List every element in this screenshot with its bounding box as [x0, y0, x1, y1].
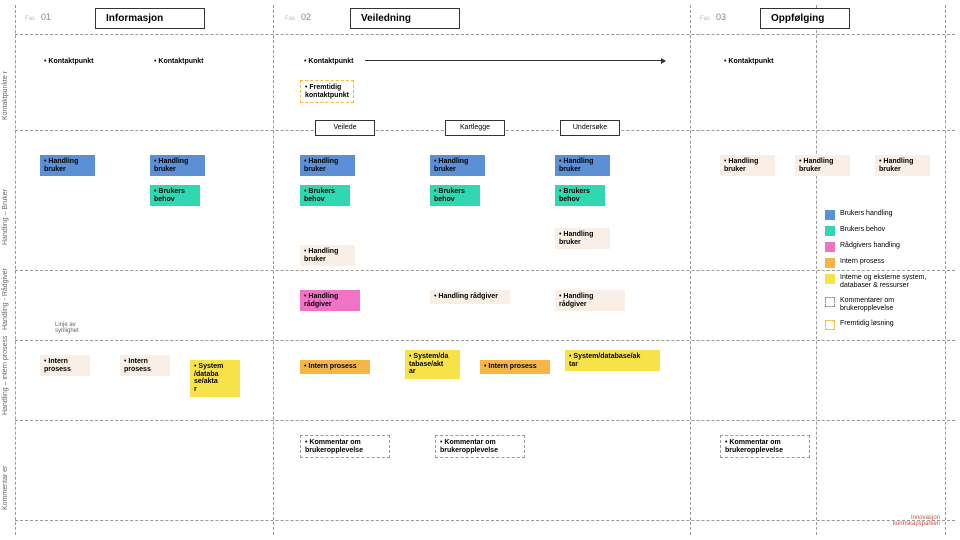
- vline-4: [816, 5, 817, 535]
- legend-txt-4: Intern prosess: [840, 258, 945, 266]
- phase-title-1: Informasjon: [95, 8, 205, 29]
- hline-3: [15, 270, 955, 271]
- sub-kartlegge: Kartlegge: [445, 120, 505, 136]
- hline-bottom: [15, 520, 955, 521]
- hb-2: Handling bruker: [150, 155, 205, 176]
- legend: Brukers handling Brukers behov Rådgivers…: [825, 210, 945, 336]
- ip-sys1: System /databa se/akta r: [190, 360, 240, 397]
- ip-1: Intern prosess: [40, 355, 90, 376]
- row-label-radgiver: Handling - Rådgiver: [2, 318, 9, 330]
- phase-fas-3: Fas03: [700, 12, 726, 22]
- bb-3: Brukers behov: [430, 185, 480, 206]
- kp-4: Kontaktpunkt: [720, 55, 778, 69]
- vline-5: [945, 5, 946, 535]
- legend-sw-7: [825, 320, 835, 330]
- ip-2: Intern prosess: [120, 355, 170, 376]
- sub-undersoke: Undersøke: [560, 120, 620, 136]
- kp-arrow: [365, 60, 665, 61]
- legend-txt-3: Rådgivers handling: [840, 242, 945, 250]
- row-label-bruker: Handling – Bruker: [2, 233, 9, 245]
- phase-fas-2: Fas02: [285, 12, 311, 22]
- legend-sw-2: [825, 226, 835, 236]
- vline-1: [15, 5, 16, 535]
- legend-txt-6: Kommentarer om brukeropplevelse: [840, 297, 945, 314]
- ip-4: Intern prosess: [480, 360, 550, 374]
- linje-synlighet: Linje av synlighet: [55, 322, 79, 334]
- phase-title-3: Oppfølging: [760, 8, 850, 29]
- km-1: Kommentar om brukeropplevelse: [300, 435, 390, 458]
- legend-txt-2: Brukers behov: [840, 226, 945, 234]
- kp-2: Kontaktpunkt: [150, 55, 208, 69]
- row-label-intern: Handling – intern prosess: [2, 403, 9, 415]
- hb-8: Handling bruker: [875, 155, 930, 176]
- hb-6: Handling bruker: [720, 155, 775, 176]
- hb-3: Handling bruker: [300, 155, 355, 176]
- vline-3: [690, 5, 691, 535]
- kp-fremtidig: Fremtidig kontaktpunkt: [300, 80, 354, 103]
- legend-txt-7: Fremtidig løsning: [840, 320, 945, 328]
- hr-1: Handling rådgiver: [300, 290, 360, 311]
- hb-1: Handling bruker: [40, 155, 95, 176]
- vline-2: [273, 5, 274, 535]
- hr-3: Handling rådgiver: [555, 290, 625, 311]
- ip-sys3: System/database/ak tar: [565, 350, 660, 371]
- legend-sw-6: [825, 297, 835, 307]
- kp-1: Kontaktpunkt: [40, 55, 98, 69]
- kp-3: Kontaktpunkt: [300, 55, 358, 69]
- hb-extra1: Handling bruker: [300, 245, 355, 266]
- hb-7: Handling bruker: [795, 155, 850, 176]
- legend-sw-4: [825, 258, 835, 268]
- sub-veilede: Veilede: [315, 120, 375, 136]
- hline-top: [15, 34, 955, 35]
- ip-3: Intern prosess: [300, 360, 370, 374]
- legend-txt-1: Brukers handling: [840, 210, 945, 218]
- legend-sw-1: [825, 210, 835, 220]
- hline-5: [15, 420, 955, 421]
- phase-title-2: Veiledning: [350, 8, 460, 29]
- hb-extra2: Handling bruker: [555, 228, 610, 249]
- hr-2: Handling rådgiver: [430, 290, 510, 304]
- km-2: Kommentar om brukeropplevelse: [435, 435, 525, 458]
- ip-sys2: System/da tabase/akt ar: [405, 350, 460, 379]
- hb-4: Handling bruker: [430, 155, 485, 176]
- bb-4: Brukers behov: [555, 185, 605, 206]
- row-label-kommentar: Kommentar er: [2, 498, 9, 510]
- bb-2: Brukers behov: [300, 185, 350, 206]
- logo: Innovasjon kunnskapsparken: [893, 515, 940, 528]
- hline-4: [15, 340, 955, 341]
- legend-txt-5: Interne og eksterne system, databaser & …: [840, 274, 945, 291]
- km-3: Kommentar om brukeropplevelse: [720, 435, 810, 458]
- row-label-kontakt: Kontaktpunkte r: [2, 108, 9, 120]
- legend-sw-5: [825, 274, 835, 284]
- legend-sw-3: [825, 242, 835, 252]
- bb-1: Brukers behov: [150, 185, 200, 206]
- hb-5: Handling bruker: [555, 155, 610, 176]
- phase-fas-1: Fas01: [25, 12, 51, 22]
